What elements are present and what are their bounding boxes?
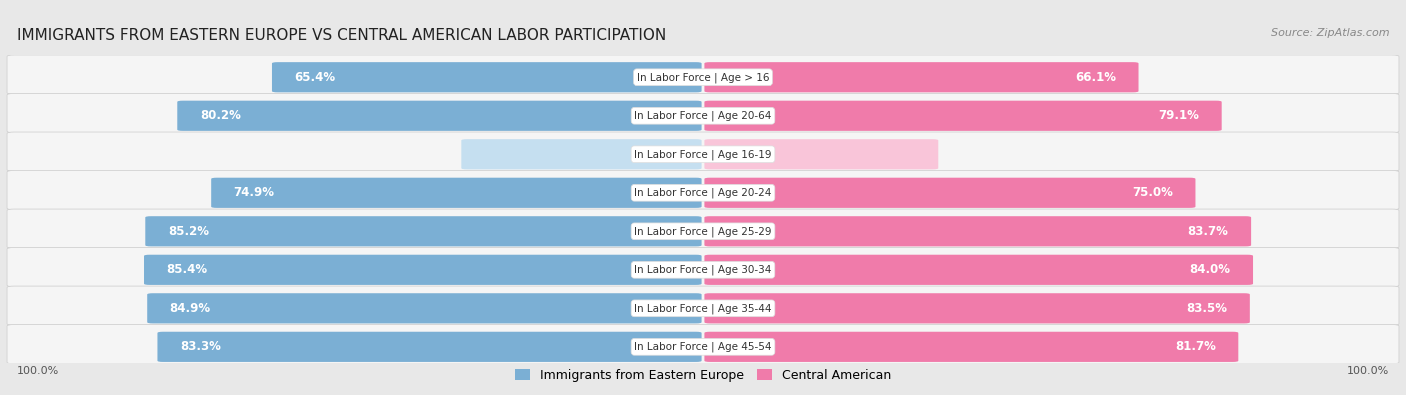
Text: Source: ZipAtlas.com: Source: ZipAtlas.com bbox=[1271, 28, 1389, 38]
Text: 75.0%: 75.0% bbox=[1132, 186, 1173, 199]
FancyBboxPatch shape bbox=[7, 171, 1399, 210]
Legend: Immigrants from Eastern Europe, Central American: Immigrants from Eastern Europe, Central … bbox=[512, 365, 894, 386]
FancyBboxPatch shape bbox=[7, 248, 1399, 287]
Text: In Labor Force | Age 45-54: In Labor Force | Age 45-54 bbox=[634, 342, 772, 352]
Text: In Labor Force | Age 30-34: In Labor Force | Age 30-34 bbox=[634, 265, 772, 275]
FancyBboxPatch shape bbox=[148, 293, 702, 324]
FancyBboxPatch shape bbox=[704, 216, 1251, 246]
Text: 66.1%: 66.1% bbox=[1076, 71, 1116, 84]
FancyBboxPatch shape bbox=[271, 62, 702, 92]
Text: 84.9%: 84.9% bbox=[170, 302, 211, 315]
FancyBboxPatch shape bbox=[704, 178, 1195, 208]
FancyBboxPatch shape bbox=[145, 216, 702, 246]
FancyBboxPatch shape bbox=[7, 209, 1399, 248]
Text: 34.8%: 34.8% bbox=[721, 148, 758, 161]
Text: 83.3%: 83.3% bbox=[180, 340, 221, 354]
FancyBboxPatch shape bbox=[211, 178, 702, 208]
Text: 84.0%: 84.0% bbox=[1189, 263, 1230, 276]
Text: 100.0%: 100.0% bbox=[1347, 366, 1389, 376]
Text: In Labor Force | Age 35-44: In Labor Force | Age 35-44 bbox=[634, 303, 772, 314]
FancyBboxPatch shape bbox=[157, 332, 702, 362]
Text: In Labor Force | Age 20-64: In Labor Force | Age 20-64 bbox=[634, 111, 772, 121]
FancyBboxPatch shape bbox=[704, 62, 1139, 92]
FancyBboxPatch shape bbox=[704, 101, 1222, 131]
FancyBboxPatch shape bbox=[704, 139, 938, 169]
Text: 80.2%: 80.2% bbox=[200, 109, 240, 122]
Text: In Labor Force | Age > 16: In Labor Force | Age > 16 bbox=[637, 72, 769, 83]
FancyBboxPatch shape bbox=[704, 332, 1239, 362]
Text: In Labor Force | Age 20-24: In Labor Force | Age 20-24 bbox=[634, 188, 772, 198]
Text: 74.9%: 74.9% bbox=[233, 186, 274, 199]
Text: 100.0%: 100.0% bbox=[17, 366, 59, 376]
Text: 79.1%: 79.1% bbox=[1159, 109, 1199, 122]
Text: 65.4%: 65.4% bbox=[294, 71, 336, 84]
Text: In Labor Force | Age 16-19: In Labor Force | Age 16-19 bbox=[634, 149, 772, 160]
Text: 83.7%: 83.7% bbox=[1188, 225, 1229, 238]
Text: In Labor Force | Age 25-29: In Labor Force | Age 25-29 bbox=[634, 226, 772, 237]
Text: IMMIGRANTS FROM EASTERN EUROPE VS CENTRAL AMERICAN LABOR PARTICIPATION: IMMIGRANTS FROM EASTERN EUROPE VS CENTRA… bbox=[17, 28, 666, 43]
FancyBboxPatch shape bbox=[7, 286, 1399, 325]
FancyBboxPatch shape bbox=[461, 139, 702, 169]
FancyBboxPatch shape bbox=[7, 94, 1399, 133]
Text: 35.8%: 35.8% bbox=[648, 148, 685, 161]
FancyBboxPatch shape bbox=[704, 255, 1253, 285]
FancyBboxPatch shape bbox=[7, 325, 1399, 364]
Text: 85.2%: 85.2% bbox=[167, 225, 209, 238]
Text: 83.5%: 83.5% bbox=[1187, 302, 1227, 315]
Text: 81.7%: 81.7% bbox=[1175, 340, 1216, 354]
FancyBboxPatch shape bbox=[177, 101, 702, 131]
FancyBboxPatch shape bbox=[7, 132, 1399, 171]
Text: 85.4%: 85.4% bbox=[166, 263, 208, 276]
FancyBboxPatch shape bbox=[7, 55, 1399, 94]
FancyBboxPatch shape bbox=[143, 255, 702, 285]
FancyBboxPatch shape bbox=[704, 293, 1250, 324]
